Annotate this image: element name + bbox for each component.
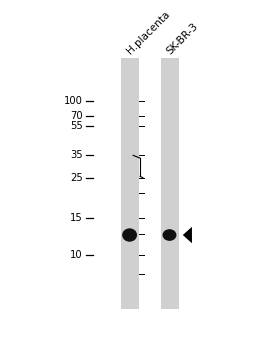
Ellipse shape <box>122 228 137 242</box>
Text: 100: 100 <box>64 96 83 106</box>
Text: 15: 15 <box>70 213 83 223</box>
Bar <box>161 58 179 309</box>
Text: SK-BR-3: SK-BR-3 <box>165 21 200 56</box>
Polygon shape <box>183 227 192 243</box>
Bar <box>121 58 139 309</box>
Text: 55: 55 <box>70 121 83 131</box>
Text: 70: 70 <box>70 111 83 121</box>
Text: 25: 25 <box>70 173 83 183</box>
Text: 10: 10 <box>70 250 83 260</box>
Text: H.placenta: H.placenta <box>125 9 172 56</box>
Text: 35: 35 <box>70 150 83 160</box>
Ellipse shape <box>163 229 176 241</box>
